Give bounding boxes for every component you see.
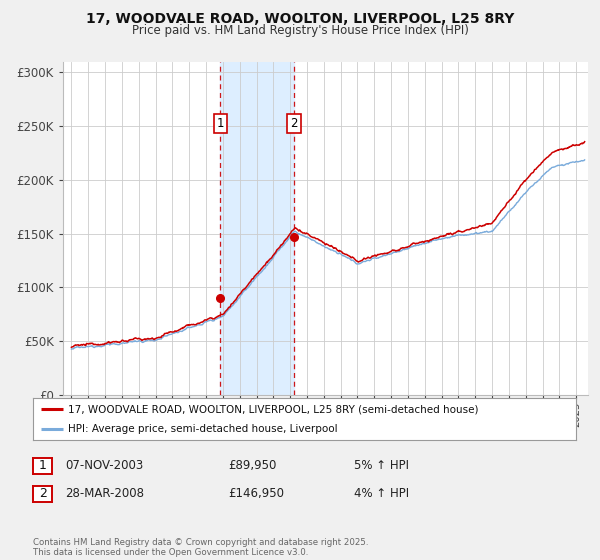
Text: 17, WOODVALE ROAD, WOOLTON, LIVERPOOL, L25 8RY: 17, WOODVALE ROAD, WOOLTON, LIVERPOOL, L…	[86, 12, 514, 26]
Text: £146,950: £146,950	[228, 487, 284, 501]
Text: £89,950: £89,950	[228, 459, 277, 473]
Bar	[220, 62, 294, 395]
Text: 1: 1	[217, 118, 224, 130]
Text: 2: 2	[290, 118, 298, 130]
Text: Price paid vs. HM Land Registry's House Price Index (HPI): Price paid vs. HM Land Registry's House …	[131, 24, 469, 36]
Text: 1: 1	[38, 459, 47, 473]
Text: Contains HM Land Registry data © Crown copyright and database right 2025.
This d: Contains HM Land Registry data © Crown c…	[33, 538, 368, 557]
Text: HPI: Average price, semi-detached house, Liverpool: HPI: Average price, semi-detached house,…	[68, 424, 338, 434]
Text: 07-NOV-2003: 07-NOV-2003	[65, 459, 143, 473]
Text: 17, WOODVALE ROAD, WOOLTON, LIVERPOOL, L25 8RY (semi-detached house): 17, WOODVALE ROAD, WOOLTON, LIVERPOOL, L…	[68, 404, 479, 414]
Text: 4% ↑ HPI: 4% ↑ HPI	[354, 487, 409, 501]
Text: 5% ↑ HPI: 5% ↑ HPI	[354, 459, 409, 473]
Text: 28-MAR-2008: 28-MAR-2008	[65, 487, 144, 501]
Text: 2: 2	[38, 487, 47, 501]
